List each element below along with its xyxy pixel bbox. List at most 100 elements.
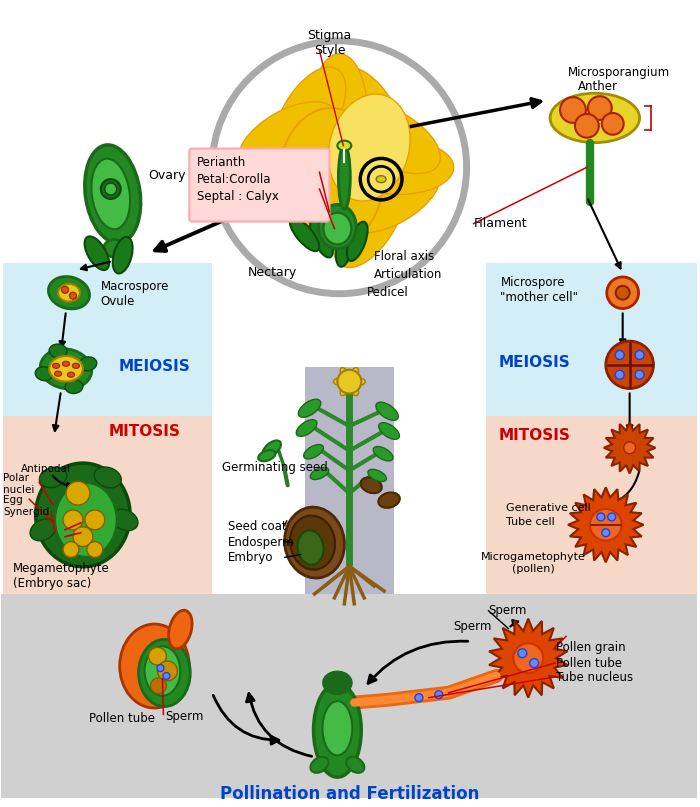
Ellipse shape <box>279 108 384 246</box>
Ellipse shape <box>354 378 365 385</box>
Circle shape <box>85 510 105 529</box>
Text: MITOSIS: MITOSIS <box>498 428 570 443</box>
Circle shape <box>415 694 423 701</box>
Ellipse shape <box>258 450 275 462</box>
Ellipse shape <box>314 684 361 777</box>
Circle shape <box>588 96 612 120</box>
Text: Macrospore
Ovule: Macrospore Ovule <box>101 280 169 308</box>
Circle shape <box>62 286 69 293</box>
Bar <box>4 263 212 456</box>
Circle shape <box>105 183 117 195</box>
Text: MITOSIS: MITOSIS <box>108 424 181 439</box>
Circle shape <box>337 370 361 394</box>
Ellipse shape <box>310 220 333 257</box>
Circle shape <box>157 665 164 671</box>
Circle shape <box>607 277 638 308</box>
Ellipse shape <box>49 344 67 358</box>
Text: Tube cell: Tube cell <box>506 517 555 527</box>
Circle shape <box>635 370 644 379</box>
Circle shape <box>560 97 586 123</box>
Ellipse shape <box>35 366 53 381</box>
Ellipse shape <box>113 237 132 274</box>
Ellipse shape <box>85 145 141 243</box>
Ellipse shape <box>73 363 79 368</box>
Ellipse shape <box>290 516 335 570</box>
Polygon shape <box>604 422 655 474</box>
Circle shape <box>602 529 610 537</box>
Ellipse shape <box>274 67 346 165</box>
Ellipse shape <box>59 293 69 301</box>
Circle shape <box>530 659 539 667</box>
Ellipse shape <box>285 507 344 578</box>
Ellipse shape <box>30 519 56 541</box>
Ellipse shape <box>298 399 321 417</box>
Circle shape <box>148 647 167 665</box>
Ellipse shape <box>36 463 130 567</box>
Ellipse shape <box>104 240 125 257</box>
Ellipse shape <box>69 285 79 293</box>
Ellipse shape <box>340 368 349 378</box>
Circle shape <box>63 510 83 529</box>
Ellipse shape <box>169 610 192 649</box>
Text: Sperm: Sperm <box>489 604 527 617</box>
Ellipse shape <box>550 94 640 143</box>
Circle shape <box>602 113 624 135</box>
Ellipse shape <box>94 467 121 488</box>
Text: Endosperm: Endosperm <box>228 536 295 549</box>
Ellipse shape <box>41 349 92 389</box>
Circle shape <box>575 114 598 138</box>
Ellipse shape <box>323 672 351 694</box>
Text: Sperm: Sperm <box>454 620 492 633</box>
Circle shape <box>66 481 90 505</box>
Ellipse shape <box>298 530 323 565</box>
Text: Germinating seed: Germinating seed <box>222 461 328 474</box>
Text: Seed coat: Seed coat <box>228 520 287 533</box>
Circle shape <box>435 691 443 699</box>
Ellipse shape <box>85 236 109 270</box>
Ellipse shape <box>360 478 382 493</box>
Ellipse shape <box>342 161 440 233</box>
Ellipse shape <box>92 159 130 229</box>
Text: Embryo: Embryo <box>228 551 274 564</box>
Ellipse shape <box>350 368 358 378</box>
Text: Microsporangium: Microsporangium <box>568 65 670 78</box>
Ellipse shape <box>347 222 368 261</box>
Ellipse shape <box>52 363 60 368</box>
Text: Stigma
Style: Stigma Style <box>307 29 351 57</box>
Circle shape <box>606 341 654 388</box>
Ellipse shape <box>340 385 349 395</box>
Circle shape <box>635 350 644 359</box>
Ellipse shape <box>328 94 410 201</box>
Ellipse shape <box>290 218 319 251</box>
Text: Sperm: Sperm <box>165 710 204 724</box>
Circle shape <box>518 649 527 658</box>
Ellipse shape <box>323 701 352 755</box>
Circle shape <box>624 442 636 454</box>
Circle shape <box>150 678 167 694</box>
Circle shape <box>608 513 616 521</box>
Circle shape <box>73 527 93 546</box>
Text: Polar
nuclei: Polar nuclei <box>4 474 35 495</box>
Text: Nectary: Nectary <box>248 266 298 279</box>
Ellipse shape <box>312 54 367 162</box>
Ellipse shape <box>144 646 181 696</box>
Ellipse shape <box>239 102 337 174</box>
Bar <box>486 263 697 456</box>
Ellipse shape <box>323 213 351 245</box>
Ellipse shape <box>378 492 400 508</box>
Text: Ovary: Ovary <box>148 169 186 182</box>
Text: Anther: Anther <box>578 81 618 94</box>
Ellipse shape <box>350 385 358 395</box>
Ellipse shape <box>69 293 79 301</box>
Text: Microspore
"mother cell": Microspore "mother cell" <box>500 276 578 304</box>
Circle shape <box>163 672 170 679</box>
Ellipse shape <box>344 140 454 194</box>
Bar <box>1 594 697 798</box>
Ellipse shape <box>79 357 97 371</box>
Ellipse shape <box>39 467 66 487</box>
Text: Microgametophyte
(pollen): Microgametophyte (pollen) <box>481 553 586 574</box>
Ellipse shape <box>373 446 393 461</box>
Circle shape <box>597 513 605 521</box>
Ellipse shape <box>342 102 440 174</box>
Ellipse shape <box>59 285 69 293</box>
